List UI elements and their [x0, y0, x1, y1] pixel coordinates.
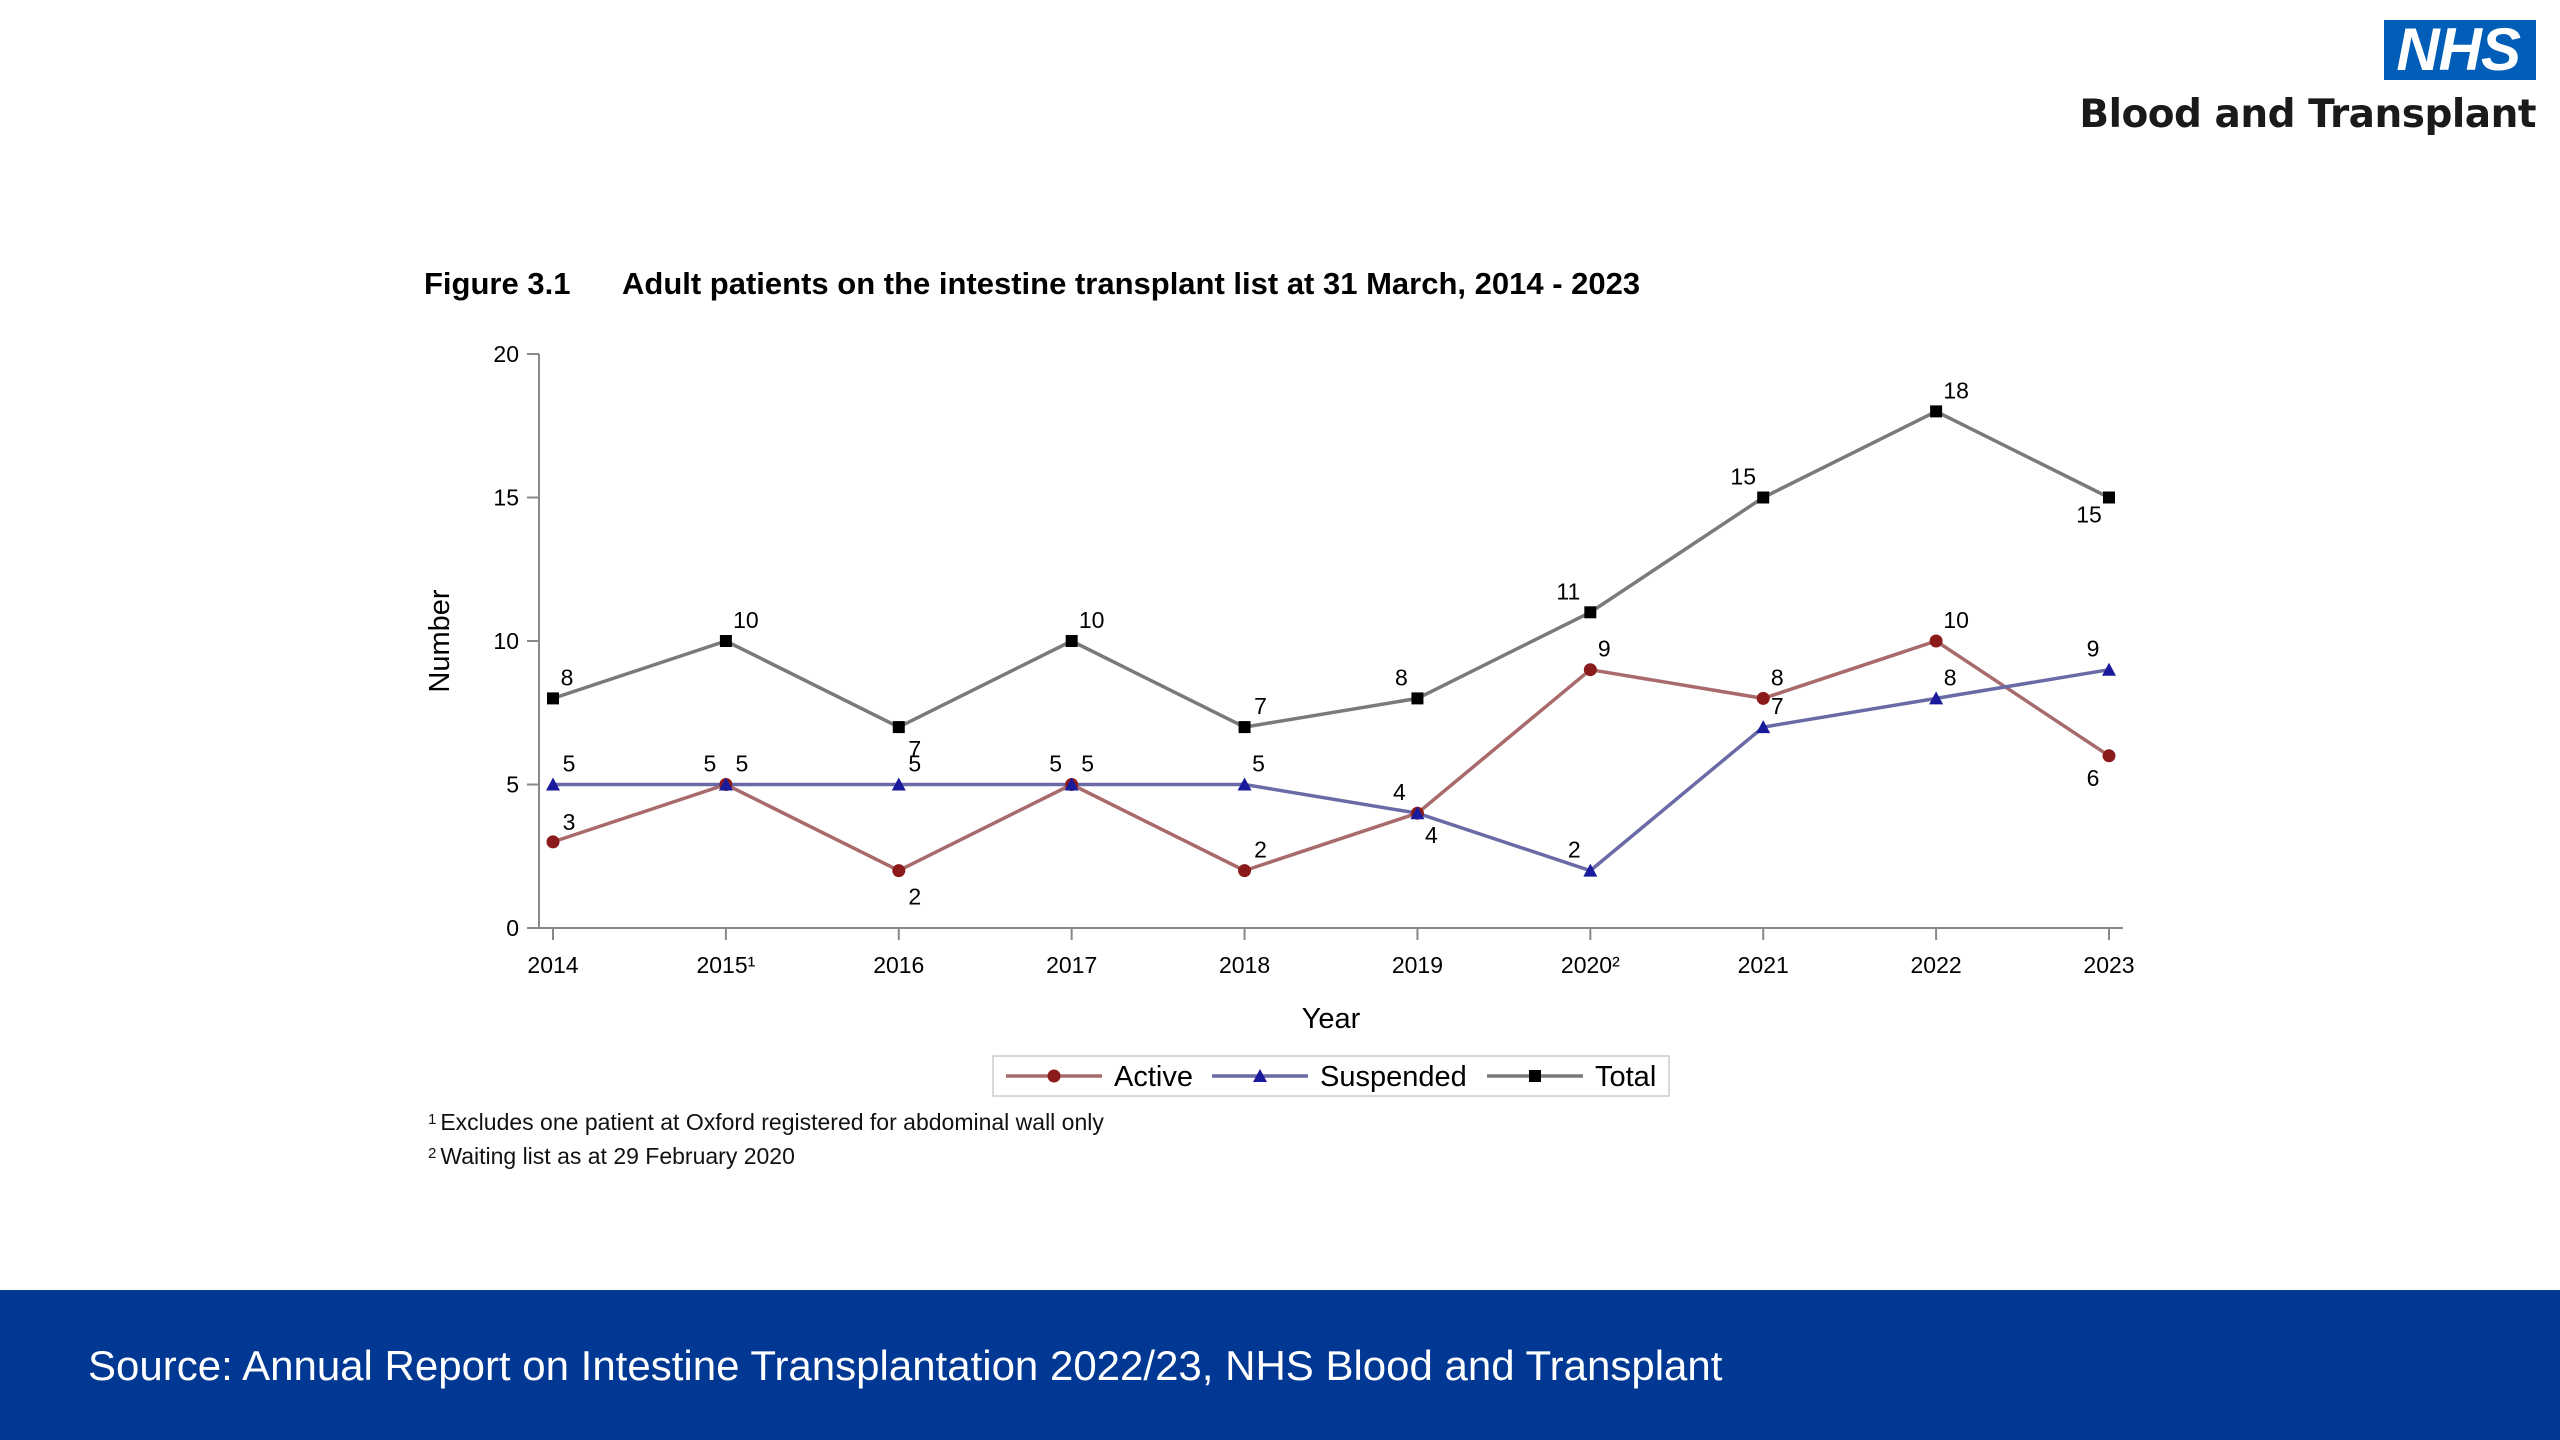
y-tick-label: 5 [506, 772, 519, 798]
total-point [1930, 405, 1943, 418]
nhs-logo-mark: NHS [2384, 20, 2536, 80]
total-point [1757, 491, 1770, 504]
active-point [1583, 663, 1597, 677]
total-data-label: 10 [1079, 607, 1105, 633]
active-data-label: 2 [1254, 837, 1267, 863]
y-axis-title: Number [424, 589, 456, 692]
source-footer: Source: Annual Report on Intestine Trans… [0, 1290, 2560, 1440]
active-data-label: 3 [563, 809, 576, 835]
total-data-label: 8 [1395, 664, 1408, 690]
footnotes: 1 Excludes one patient at Oxford register… [428, 1104, 1104, 1172]
line-chart: 0 5 10 15 20 2014 2015¹ 2016 2017 2018 2019 2020² 20… [424, 341, 2135, 1097]
total-data-label: 15 [2076, 502, 2102, 528]
active-data-label: 5 [1081, 751, 1094, 777]
total-data-label: 10 [733, 607, 759, 633]
legend-marker-active [1047, 1069, 1061, 1083]
suspended-point [2102, 662, 2116, 676]
active-data-label: 4 [1393, 779, 1406, 805]
nhsbt-logo: NHS Blood and Transplant [2079, 20, 2536, 138]
source-text: Source: Annual Report on Intestine Trans… [88, 1342, 1723, 1389]
footnote-1-text: Excludes one patient at Oxford registere… [440, 1109, 1104, 1135]
total-data-label: 7 [908, 736, 921, 762]
active-data-label: 9 [1598, 636, 1611, 662]
active-data-label: 6 [2087, 765, 2100, 791]
total-data-label: 7 [1254, 693, 1267, 719]
suspended-data-label: 4 [1425, 822, 1438, 848]
x-tick-label: 2020² [1561, 952, 1620, 978]
suspended-point [1929, 691, 1944, 705]
total-data-label: 11 [1556, 578, 1580, 604]
total-point [1238, 721, 1251, 734]
active-data-label: 8 [1771, 664, 1784, 690]
legend-label-active: Active [1114, 1061, 1193, 1093]
footnote-2-text: Waiting list as at 29 February 2020 [440, 1143, 795, 1169]
total-data-label: 18 [1943, 377, 1969, 403]
suspended-point [891, 777, 906, 791]
active-point [1756, 691, 1770, 705]
suspended-data-label: 5 [1049, 751, 1062, 777]
active-point [2102, 749, 2116, 763]
x-tick-label: 2014 [527, 952, 578, 978]
footnote-2: 2 Waiting list as at 29 February 2020 [428, 1138, 1104, 1172]
x-tick-label: 2019 [1392, 952, 1443, 978]
series-line-total [552, 409, 2110, 730]
suspended-data-label: 5 [703, 751, 716, 777]
total-data-label: 15 [1730, 464, 1756, 490]
y-tick-label: 0 [506, 915, 519, 941]
active-point [546, 835, 560, 849]
suspended-data-label: 7 [1771, 693, 1784, 719]
legend-marker-total [1529, 1070, 1541, 1082]
x-tick-label: 2015¹ [696, 952, 755, 978]
active-point [1238, 864, 1252, 878]
suspended-point [1756, 720, 1771, 734]
suspended-point [1237, 777, 1252, 791]
organisation-name: Blood and Transplant [2079, 92, 2536, 137]
footnote-1: 1 Excludes one patient at Oxford register… [428, 1104, 1104, 1138]
suspended-point [718, 777, 733, 791]
y-tick-label: 20 [493, 341, 519, 367]
x-tick-label: 2018 [1219, 952, 1270, 978]
y-tick-label: 10 [493, 628, 519, 654]
suspended-data-label: 5 [1252, 751, 1265, 777]
suspended-point [1583, 863, 1598, 877]
suspended-data-label: 9 [2087, 636, 2100, 662]
series-line-active [552, 639, 2110, 873]
footnote-2-mark: 2 [428, 1145, 437, 1162]
x-axis-title: Year [1302, 1003, 1361, 1035]
legend-marker-suspended [1253, 1069, 1267, 1082]
total-point [1584, 606, 1597, 619]
suspended-data-label: 2 [1568, 837, 1581, 863]
footnote-1-mark: 1 [428, 1111, 437, 1128]
active-point [1929, 634, 1943, 648]
legend-label-suspended: Suspended [1320, 1061, 1467, 1093]
total-data-label: 8 [561, 664, 574, 690]
x-tick-label: 2017 [1046, 952, 1097, 978]
figure-title: Figure 3.1 Adult patients on the intestin… [424, 266, 1640, 302]
suspended-data-label: 8 [1944, 664, 1957, 690]
active-data-label: 10 [1943, 607, 1969, 633]
total-point [1065, 635, 1078, 647]
total-point [1411, 692, 1424, 705]
active-point [892, 864, 906, 878]
x-tick-label: 2023 [2083, 952, 2134, 978]
suspended-point [1410, 806, 1425, 820]
x-tick-label: 2022 [1911, 952, 1962, 978]
total-point [719, 635, 732, 647]
x-tick-label: 2021 [1738, 952, 1789, 978]
suspended-point [1064, 777, 1079, 791]
x-tick-label: 2016 [873, 952, 924, 978]
active-data-label: 5 [735, 751, 748, 777]
total-point [2103, 491, 2115, 504]
suspended-point [546, 777, 560, 791]
figure-title-text: Adult patients on the intestine transpla… [622, 266, 1641, 301]
total-point [892, 721, 905, 734]
suspended-data-label: 5 [563, 751, 576, 777]
series-line-suspended [553, 667, 2110, 873]
figure-label: Figure 3.1 [424, 266, 571, 301]
y-tick-label: 15 [493, 485, 519, 511]
total-point [547, 692, 559, 705]
active-data-label: 2 [908, 884, 921, 910]
suspended-data-label: 5 [908, 751, 921, 777]
legend-label-total: Total [1595, 1061, 1656, 1093]
